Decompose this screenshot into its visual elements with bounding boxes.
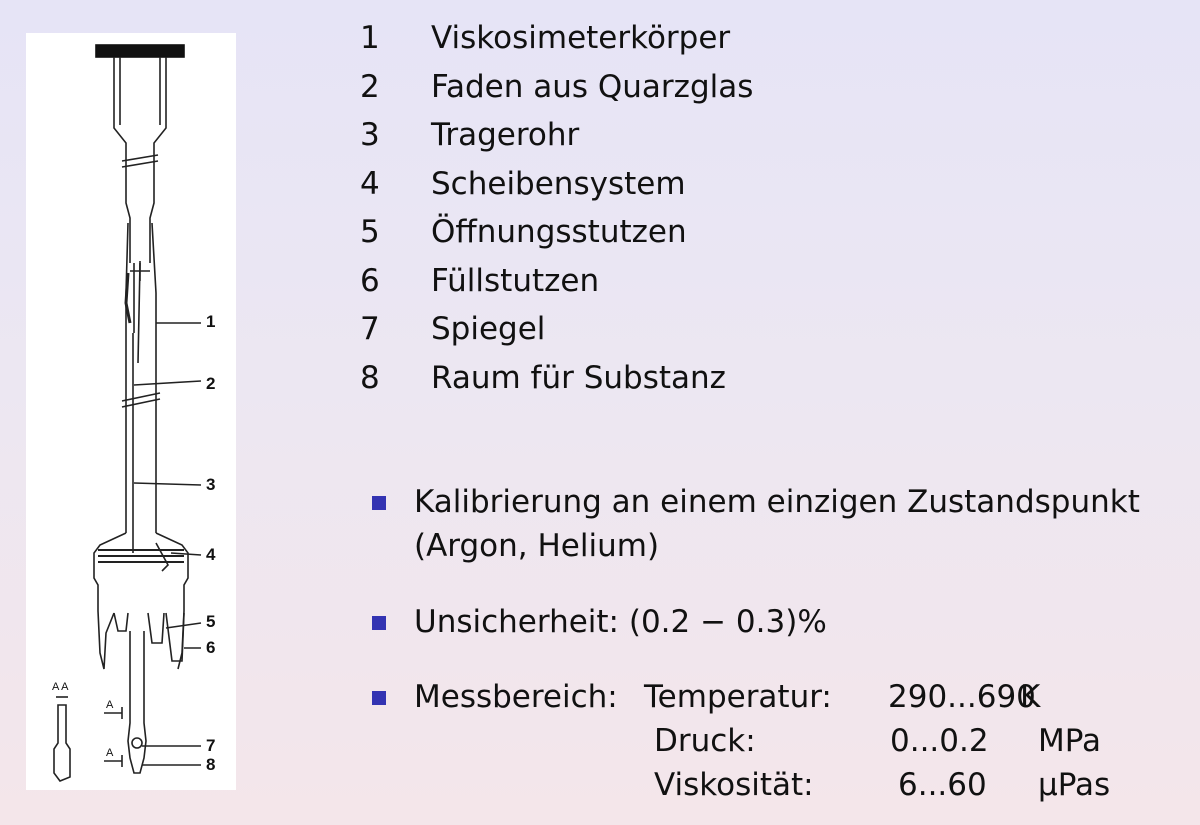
legend-item: 4 Scheibensystem: [360, 160, 1180, 209]
viscometer-drawing: [53, 44, 202, 782]
range-label: Messbereich:: [414, 679, 618, 715]
legend-item: 2 Faden aus Quarzglas: [360, 63, 1180, 112]
range-unit: μPas: [1038, 767, 1111, 803]
legend-number: 6: [360, 262, 380, 299]
callout-2: 2: [206, 374, 216, 393]
legend-label: Tragerohr: [431, 117, 580, 154]
bullet-square-icon: [372, 616, 386, 630]
legend-label: Scheibensystem: [431, 165, 686, 202]
legend-label: Raum für Substanz: [431, 359, 726, 396]
callout-1: 1: [206, 312, 216, 331]
legend-number: 8: [360, 359, 380, 396]
callout-6: 6: [206, 638, 216, 657]
callout-4: 4: [206, 545, 216, 564]
range-value: 290...690: [888, 679, 1036, 715]
range-value: 0...0.2: [890, 723, 989, 759]
bullet-range: Messbereich: Temperatur: 290...690 K Dru…: [372, 675, 1194, 807]
callout-7: 7: [206, 736, 216, 755]
legend-label: Viskosimeterkörper: [431, 20, 731, 57]
legend-number: 3: [360, 117, 380, 154]
range-unit: MPa: [1038, 723, 1102, 759]
callout-8: 8: [206, 755, 216, 774]
legend-item: 7 Spiegel: [360, 305, 1180, 354]
legend-item: 8 Raum für Substanz: [360, 354, 1180, 403]
range-name: Temperatur:: [644, 679, 832, 715]
callout-3: 3: [206, 475, 216, 494]
parts-legend: 1 Viskosimeterkörper 2 Faden aus Quarzglas…: [360, 14, 1180, 402]
legend-number: 1: [360, 20, 380, 57]
section-marker-bottom: A: [106, 747, 114, 759]
section-marker-top: A: [106, 699, 114, 711]
section-label: A A: [52, 681, 69, 693]
legend-label: Spiegel: [431, 311, 546, 348]
calibration-gases: (Argon, Helium): [414, 528, 660, 564]
range-unit: K: [1020, 679, 1041, 715]
legend-item: 1 Viskosimeterkörper: [360, 14, 1180, 63]
range-name: Druck:: [654, 723, 756, 759]
callout-5: 5: [206, 612, 216, 631]
legend-number: 2: [360, 68, 380, 105]
legend-number: 7: [360, 311, 380, 348]
bullet-calibration: Kalibrierung an einem einzigen Zustandsp…: [372, 480, 1140, 568]
calibration-text: Kalibrierung an einem einzigen Zustandsp…: [414, 484, 1140, 520]
legend-item: 5 Öffnungsstutzen: [360, 208, 1180, 257]
uncertainty-text: Unsicherheit: (0.2 − 0.3)%: [414, 604, 827, 640]
bullet-square-icon: [372, 496, 386, 510]
legend-label: Faden aus Quarzglas: [431, 68, 754, 105]
legend-item: 6 Füllstutzen: [360, 257, 1180, 306]
legend-number: 5: [360, 214, 380, 251]
bullet-uncertainty: Unsicherheit: (0.2 − 0.3)%: [372, 600, 827, 644]
legend-label: Füllstutzen: [431, 262, 600, 299]
range-value: 6...60: [898, 767, 987, 803]
viscometer-figure: 1 2 3 4 5 6 7 8 A A A A: [26, 33, 236, 790]
bullet-square-icon: [372, 691, 386, 705]
legend-number: 4: [360, 165, 380, 202]
range-name: Viskosität:: [654, 767, 814, 803]
legend-label: Öffnungsstutzen: [431, 214, 687, 251]
legend-item: 3 Tragerohr: [360, 111, 1180, 160]
